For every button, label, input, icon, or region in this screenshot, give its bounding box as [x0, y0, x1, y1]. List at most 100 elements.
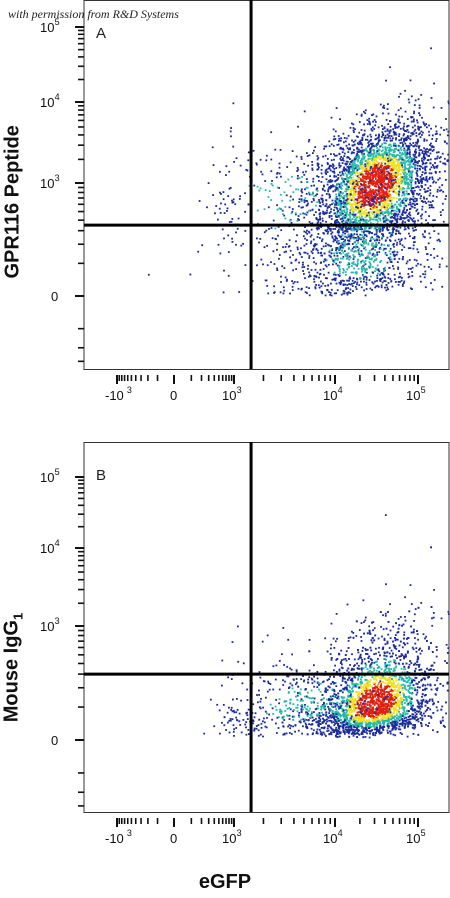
event-point — [232, 145, 235, 148]
event-point — [421, 157, 423, 160]
event-point — [395, 191, 398, 194]
event-point — [334, 277, 337, 280]
event-point — [359, 149, 362, 152]
event-point — [405, 176, 408, 179]
event-point — [365, 190, 368, 192]
event-point — [319, 222, 322, 224]
event-point — [373, 161, 376, 164]
event-point — [361, 161, 364, 164]
event-point — [388, 186, 391, 189]
event-point — [317, 168, 320, 170]
event-point — [331, 258, 334, 260]
event-point — [363, 156, 366, 159]
event-point — [345, 160, 348, 163]
event-point — [320, 285, 323, 288]
event-point — [306, 292, 308, 295]
event-point — [345, 215, 348, 217]
event-point — [333, 185, 335, 188]
event-point — [419, 717, 422, 719]
event-point — [411, 166, 414, 168]
event-point — [349, 171, 351, 173]
event-point — [347, 694, 350, 697]
event-point — [387, 194, 390, 197]
event-point — [339, 257, 342, 260]
event-point — [388, 181, 390, 183]
event-point — [412, 217, 415, 220]
event-point — [367, 144, 370, 147]
event-point — [289, 195, 292, 198]
event-point — [353, 188, 356, 191]
event-point — [276, 172, 279, 174]
event-point — [240, 244, 243, 247]
event-point — [379, 261, 381, 263]
event-point — [318, 205, 321, 207]
event-point — [321, 194, 324, 197]
event-point — [357, 190, 360, 193]
event-point — [359, 161, 362, 164]
event-point — [399, 275, 402, 278]
event-point — [402, 170, 404, 173]
event-point — [344, 190, 347, 193]
event-point — [297, 168, 300, 171]
event-point — [354, 263, 356, 266]
event-point — [231, 241, 234, 243]
event-point — [351, 162, 354, 164]
event-point — [393, 228, 396, 230]
event-point — [383, 216, 385, 219]
event-point — [406, 181, 409, 184]
event-point — [228, 187, 231, 190]
event-point — [360, 215, 363, 218]
event-point — [377, 269, 380, 271]
event-point — [334, 219, 337, 222]
event-point — [424, 200, 426, 203]
event-point — [325, 168, 328, 171]
event-point — [372, 734, 375, 736]
event-point — [419, 702, 422, 705]
event-point — [422, 177, 425, 179]
event-point — [384, 199, 386, 201]
event-point — [360, 280, 362, 283]
event-point — [394, 182, 396, 185]
event-point — [396, 215, 399, 217]
event-point — [397, 266, 400, 269]
event-point — [333, 259, 336, 262]
event-point — [387, 219, 390, 221]
event-point — [310, 240, 313, 243]
event-point — [351, 189, 354, 192]
event-point — [302, 235, 305, 237]
event-point — [384, 276, 387, 279]
event-point — [403, 225, 406, 228]
event-point — [366, 185, 369, 188]
event-point — [305, 213, 308, 216]
event-point — [405, 216, 408, 219]
event-point — [374, 249, 376, 251]
event-point — [343, 166, 345, 169]
event-point — [389, 256, 392, 259]
event-point — [416, 167, 419, 170]
event-point — [382, 180, 385, 183]
event-point — [436, 157, 438, 160]
event-point — [305, 178, 308, 180]
event-point — [399, 201, 402, 204]
event-point — [344, 288, 347, 290]
event-point — [324, 285, 327, 287]
event-point — [356, 156, 359, 159]
event-point — [369, 142, 372, 145]
event-point — [359, 218, 362, 221]
event-point — [346, 210, 348, 213]
event-point — [364, 197, 366, 199]
event-point — [308, 287, 310, 289]
event-point — [402, 217, 405, 220]
event-point — [397, 203, 400, 206]
event-point — [395, 159, 398, 162]
event-point — [379, 214, 381, 217]
event-point — [392, 190, 395, 193]
event-point — [344, 235, 347, 238]
event-point — [386, 261, 389, 264]
event-point — [268, 190, 271, 192]
event-point — [351, 173, 354, 176]
event-point — [335, 282, 338, 285]
